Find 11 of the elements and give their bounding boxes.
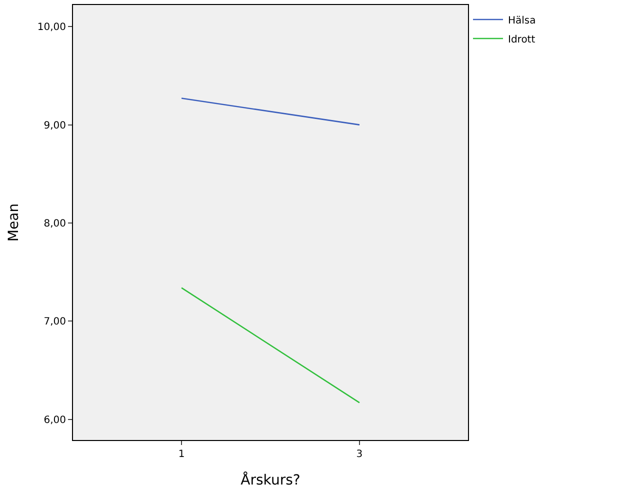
y-tick-label: 8,00 [44, 218, 66, 230]
x-tick-label: 1 [178, 449, 185, 460]
y-tick-label: 9,00 [44, 120, 66, 132]
y-tick-label: 10,00 [37, 22, 66, 34]
y-tick-label: 7,00 [44, 316, 66, 328]
x-tick-label: 3 [356, 449, 363, 460]
legend-label: Hälsa [508, 15, 536, 26]
x-axis-title: Årskurs? [240, 471, 300, 488]
y-axis-title: Mean [6, 203, 22, 242]
legend-label: Idrott [508, 34, 536, 46]
y-tick-label: 6,00 [44, 414, 66, 426]
